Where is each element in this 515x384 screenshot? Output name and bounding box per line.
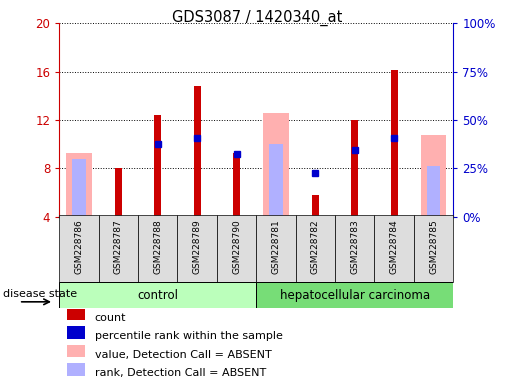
Text: GDS3087 / 1420340_at: GDS3087 / 1420340_at (173, 10, 342, 26)
Bar (154, 115, 161, 217)
FancyBboxPatch shape (177, 215, 217, 282)
Text: GSM228781: GSM228781 (271, 220, 280, 275)
Text: GSM228784: GSM228784 (390, 220, 399, 275)
Text: disease state: disease state (3, 289, 77, 299)
Bar (67, 326, 85, 339)
Bar (351, 120, 358, 217)
FancyBboxPatch shape (414, 215, 453, 282)
Text: count: count (95, 313, 126, 323)
Text: percentile rank within the sample: percentile rank within the sample (95, 331, 283, 341)
Bar (263, 113, 289, 217)
Bar (66, 153, 92, 217)
FancyBboxPatch shape (59, 215, 99, 282)
Text: GSM228787: GSM228787 (114, 220, 123, 275)
Bar (390, 70, 398, 217)
Text: GSM228782: GSM228782 (311, 220, 320, 275)
Bar (67, 363, 85, 376)
FancyBboxPatch shape (296, 215, 335, 282)
Bar (421, 134, 447, 217)
Bar (426, 166, 440, 217)
Bar (269, 144, 283, 217)
FancyBboxPatch shape (256, 282, 453, 308)
Text: value, Detection Call = ABSENT: value, Detection Call = ABSENT (95, 349, 271, 359)
Text: GSM228783: GSM228783 (350, 220, 359, 275)
Bar (67, 345, 85, 358)
FancyBboxPatch shape (59, 282, 256, 308)
Bar (72, 159, 86, 217)
Text: GSM228790: GSM228790 (232, 220, 241, 275)
Text: control: control (137, 289, 178, 302)
Text: GSM228789: GSM228789 (193, 220, 201, 275)
Bar (233, 153, 240, 217)
FancyBboxPatch shape (217, 215, 256, 282)
Text: GSM228788: GSM228788 (153, 220, 162, 275)
FancyBboxPatch shape (256, 215, 296, 282)
Text: GSM228786: GSM228786 (75, 220, 83, 275)
Bar (194, 86, 201, 217)
FancyBboxPatch shape (335, 215, 374, 282)
Bar (115, 169, 122, 217)
FancyBboxPatch shape (374, 215, 414, 282)
Text: rank, Detection Call = ABSENT: rank, Detection Call = ABSENT (95, 368, 266, 378)
FancyBboxPatch shape (138, 215, 177, 282)
Bar (312, 195, 319, 217)
Bar (67, 308, 85, 321)
FancyBboxPatch shape (99, 215, 138, 282)
Text: hepatocellular carcinoma: hepatocellular carcinoma (280, 289, 430, 302)
Text: GSM228785: GSM228785 (429, 220, 438, 275)
